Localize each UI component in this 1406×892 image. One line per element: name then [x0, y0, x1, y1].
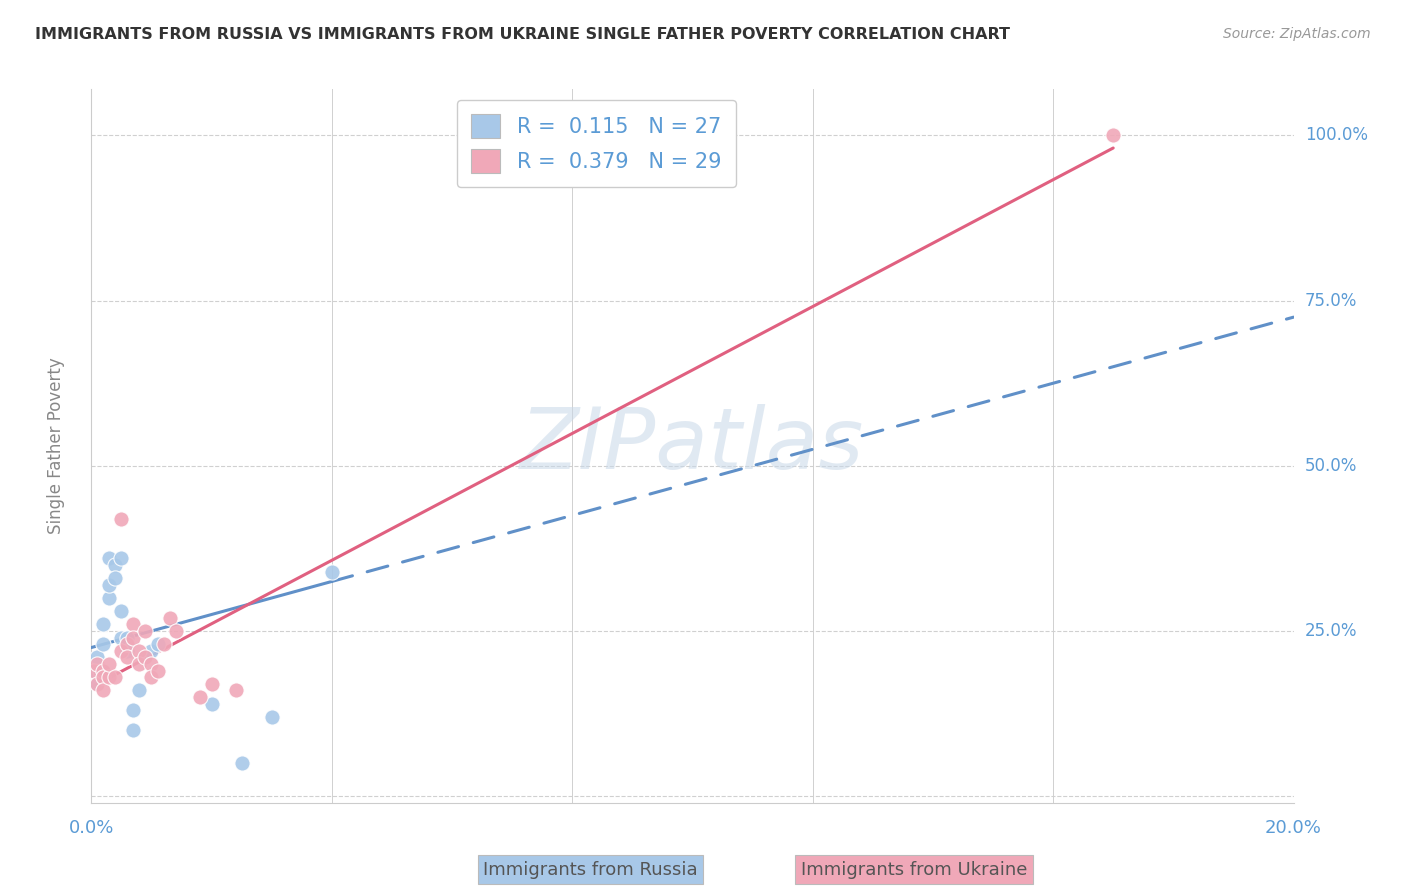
Point [128, 657, 150, 671]
Text: ZIPatlas: ZIPatlas [520, 404, 865, 488]
Legend: R =  0.115   N = 27, R =  0.379   N = 29: R = 0.115 N = 27, R = 0.379 N = 29 [457, 100, 735, 187]
Point [117, 650, 139, 665]
Point [86, 677, 108, 691]
Point [201, 677, 224, 691]
Text: 50.0%: 50.0% [1305, 457, 1357, 475]
Point [201, 697, 224, 711]
Text: Immigrants from Ukraine: Immigrants from Ukraine [800, 861, 1028, 879]
Point [321, 565, 343, 579]
Point [98, 551, 121, 566]
Point [188, 690, 211, 704]
Point [146, 637, 169, 651]
Point [98, 657, 121, 671]
Point [117, 631, 139, 645]
Point [159, 611, 181, 625]
Point [110, 511, 132, 525]
Point [110, 604, 132, 618]
Point [134, 624, 156, 638]
Point [93, 664, 115, 678]
Point [93, 664, 115, 678]
Text: 75.0%: 75.0% [1305, 292, 1357, 310]
Point [231, 756, 253, 771]
Point [93, 683, 115, 698]
Point [104, 571, 127, 585]
Point [104, 558, 127, 572]
Point [122, 723, 145, 738]
Text: Immigrants from Russia: Immigrants from Russia [484, 861, 697, 879]
Point [134, 650, 156, 665]
Point [86, 657, 108, 671]
Point [165, 624, 187, 638]
Text: Source: ZipAtlas.com: Source: ZipAtlas.com [1223, 27, 1371, 41]
Point [93, 670, 115, 684]
Text: IMMIGRANTS FROM RUSSIA VS IMMIGRANTS FROM UKRAINE SINGLE FATHER POVERTY CORRELAT: IMMIGRANTS FROM RUSSIA VS IMMIGRANTS FRO… [35, 27, 1010, 42]
Text: 25.0%: 25.0% [1305, 622, 1357, 640]
Point [260, 710, 283, 724]
Point [104, 670, 127, 684]
Text: 100.0%: 100.0% [1305, 127, 1368, 145]
Point [83, 664, 105, 678]
Point [122, 703, 145, 717]
Point [110, 551, 132, 566]
Y-axis label: Single Father Poverty: Single Father Poverty [46, 358, 65, 534]
Point [122, 631, 145, 645]
Point [83, 664, 105, 678]
Point [141, 657, 163, 671]
Point [152, 637, 174, 651]
Point [146, 664, 169, 678]
Point [1102, 128, 1125, 143]
Point [93, 637, 115, 651]
Point [225, 683, 247, 698]
Point [117, 637, 139, 651]
Point [98, 591, 121, 605]
Point [89, 664, 111, 678]
Point [98, 578, 121, 592]
Point [134, 650, 156, 665]
Point [128, 683, 150, 698]
Point [98, 670, 121, 684]
Point [141, 644, 163, 658]
Point [110, 644, 132, 658]
Point [128, 644, 150, 658]
Point [110, 631, 132, 645]
Point [86, 677, 108, 691]
Point [117, 644, 139, 658]
Point [141, 670, 163, 684]
Point [93, 617, 115, 632]
Point [122, 617, 145, 632]
Point [86, 650, 108, 665]
